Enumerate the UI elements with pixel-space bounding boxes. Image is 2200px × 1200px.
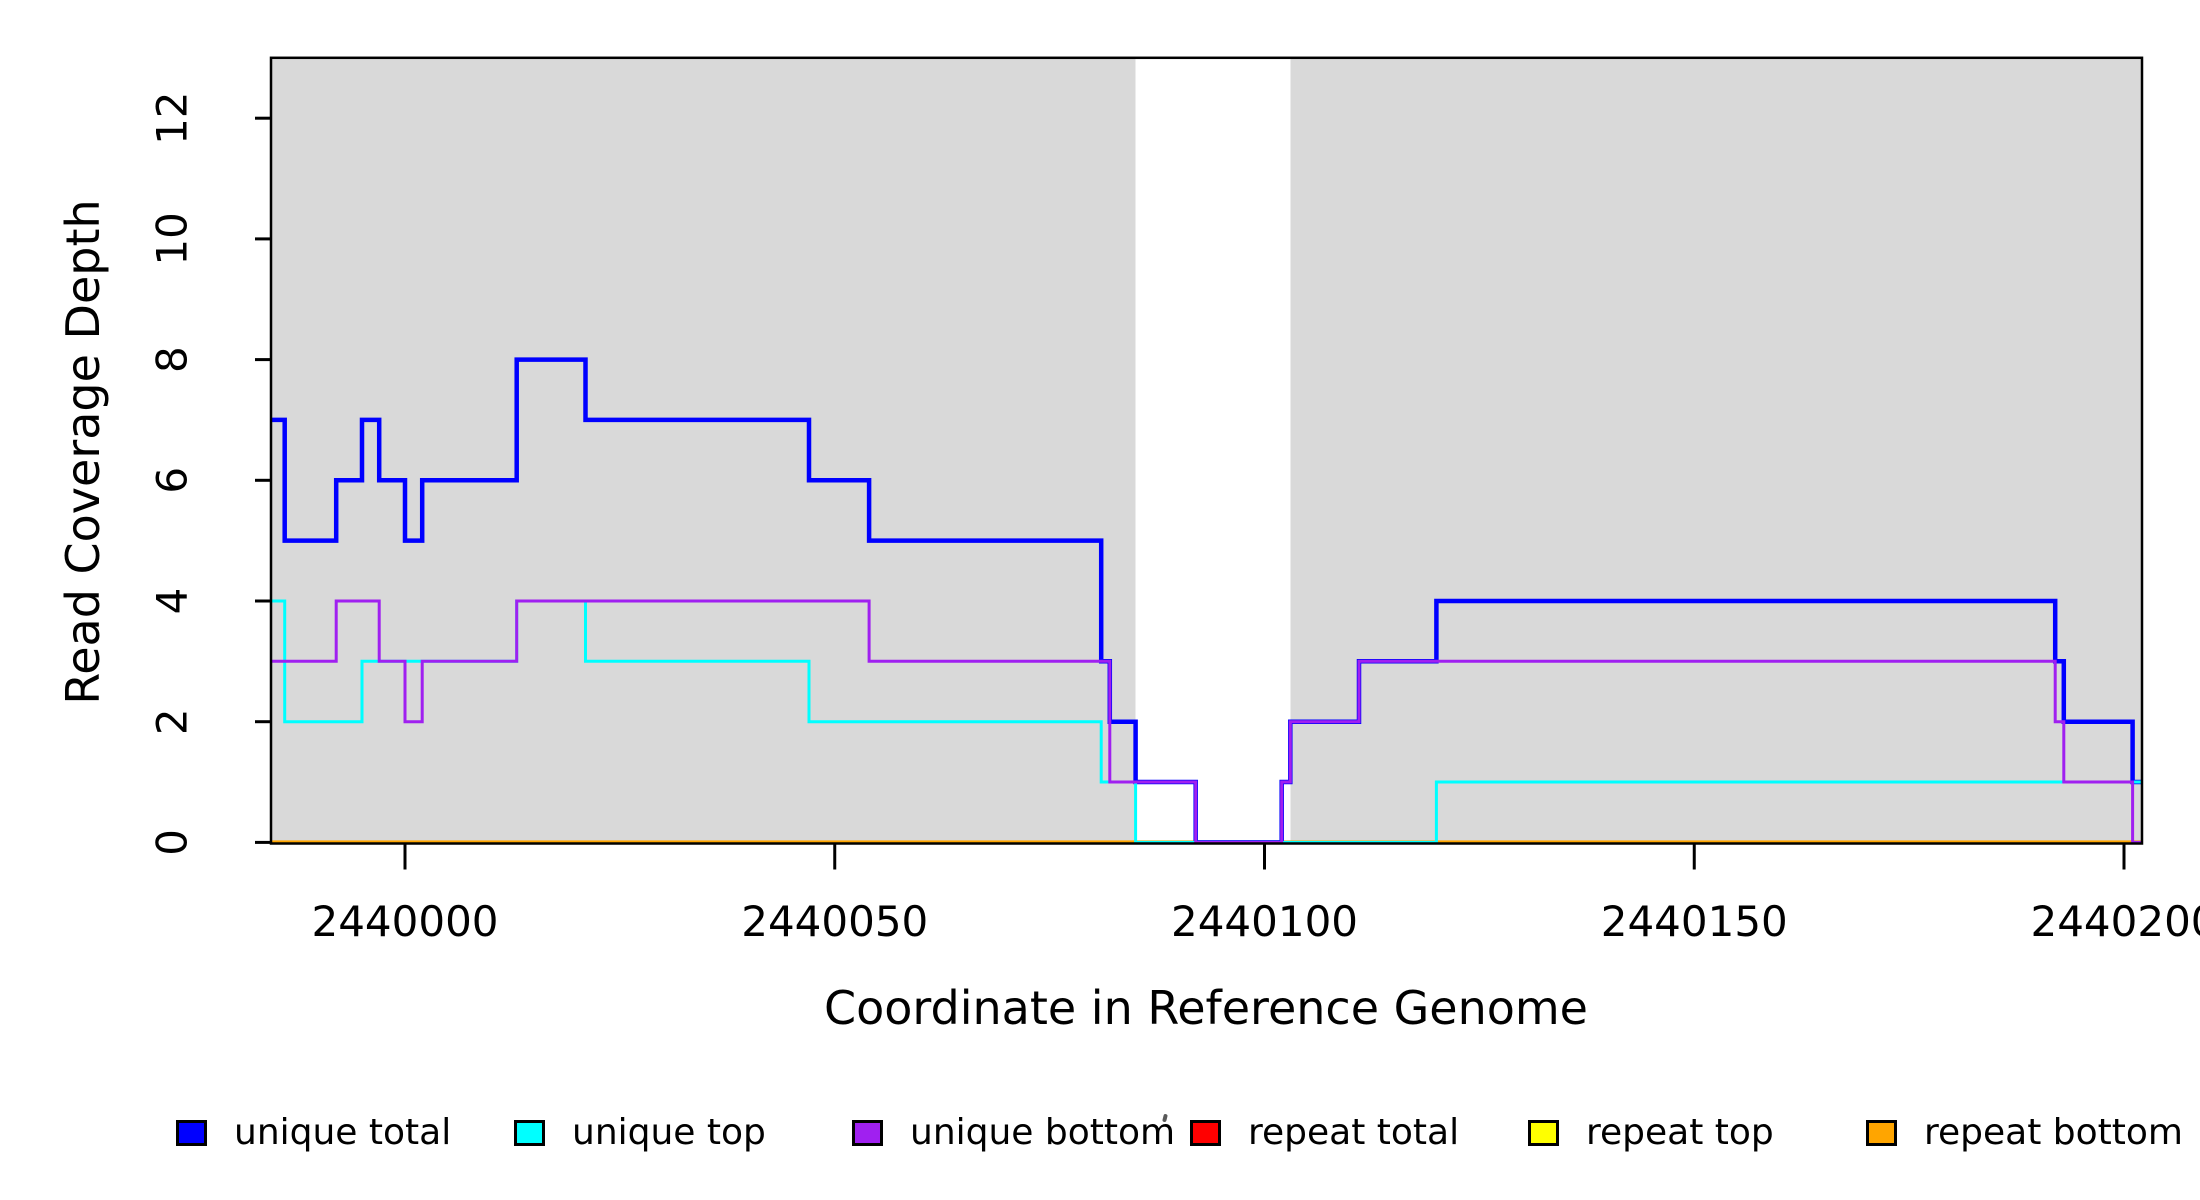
- legend-label: unique total: [234, 1112, 452, 1153]
- y-tick-label: 0: [148, 829, 197, 856]
- plot-background-band: [1135, 57, 1291, 844]
- x-axis: 2440000 2440050 2440100 2440150 2440200: [311, 843, 2200, 946]
- legend-label: repeat total: [1248, 1112, 1460, 1153]
- x-tick-label: 2440200: [2030, 897, 2200, 946]
- x-tick-label: 2440100: [1171, 897, 1358, 946]
- legend-swatch: [176, 1120, 207, 1146]
- plot-background-band: [271, 57, 1136, 844]
- y-tick-label: 2: [148, 708, 197, 735]
- legend-item-unique-top: unique top: [514, 1110, 766, 1156]
- legend-label: unique bottom: [910, 1112, 1176, 1153]
- plot-background-band: [1290, 57, 2142, 844]
- legend-label: unique top: [572, 1112, 766, 1153]
- x-tick-label: 2440150: [1601, 897, 1788, 946]
- y-tick-label: 6: [148, 467, 197, 494]
- plot-border: [269, 56, 2144, 845]
- legend-item-repeat-bottom: repeat bottom: [1866, 1110, 2183, 1156]
- series-unique-bottom: [271, 599, 2142, 844]
- legend-swatch: [1866, 1120, 1897, 1146]
- y-tick-label: 12: [148, 91, 197, 144]
- y-axis-title: Read Coverage Depth: [56, 199, 110, 705]
- legend-label: repeat bottom: [1924, 1112, 2183, 1153]
- plot-background: [271, 57, 2142, 844]
- legend-item-repeat-total: repeat total: [1190, 1110, 1459, 1156]
- legend-swatch: [1190, 1120, 1221, 1146]
- y-tick-label: 4: [148, 588, 197, 615]
- legend-label: repeat top: [1586, 1112, 1774, 1153]
- legend-item-repeat-top: repeat top: [1528, 1110, 1774, 1156]
- legend-swatch: [1528, 1120, 1559, 1146]
- y-tick-label: 10: [148, 212, 197, 265]
- legend-swatch: [514, 1120, 545, 1146]
- series-unique-total: [271, 357, 2142, 844]
- x-tick-label: 2440000: [311, 897, 498, 946]
- x-tick-label: 2440050: [741, 897, 928, 946]
- legend-item-unique-bottom: unique bottom: [852, 1110, 1175, 1156]
- legend-swatch: [852, 1120, 883, 1146]
- y-tick-label: 8: [148, 346, 197, 373]
- legend-item-unique-total: unique total: [176, 1110, 451, 1156]
- y-axis: 0 2 4 6 8 10 12: [148, 91, 271, 856]
- x-axis-title: Coordinate in Reference Genome: [824, 981, 1588, 1035]
